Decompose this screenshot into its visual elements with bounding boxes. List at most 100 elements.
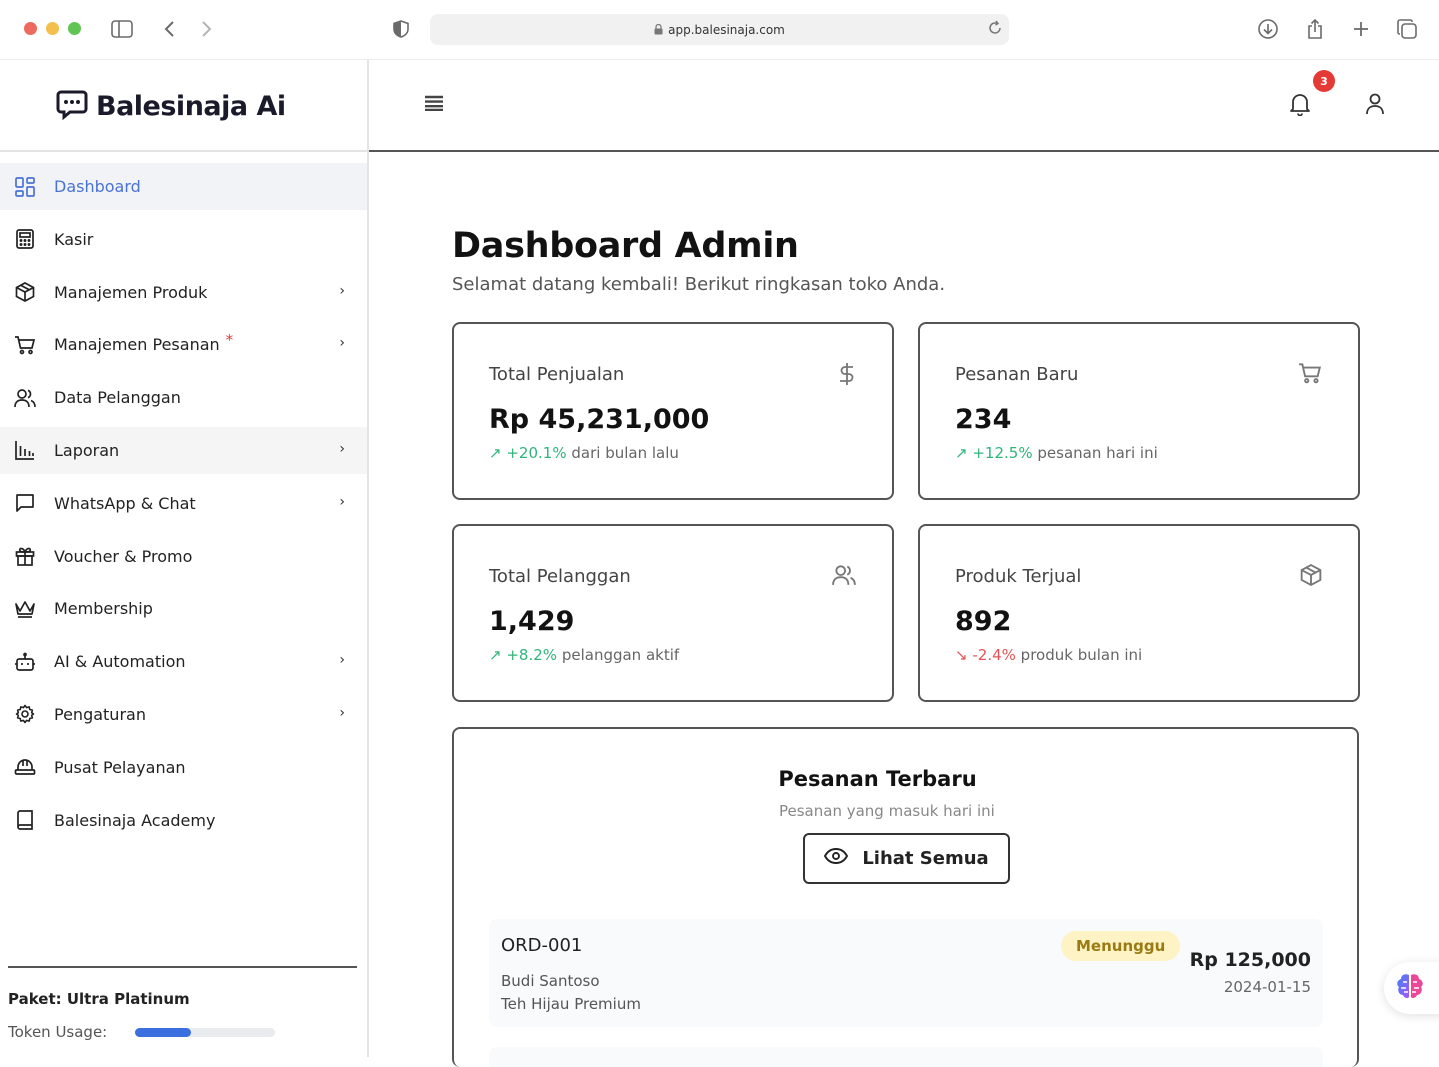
crown-icon xyxy=(14,598,36,620)
stat-change-percent: +12.5% xyxy=(972,444,1033,462)
page-subtitle: Selamat datang kembali! Berikut ringkasa… xyxy=(452,274,946,295)
sidebar-item-membership[interactable]: Membership xyxy=(0,585,367,632)
gear-icon xyxy=(14,703,36,725)
sidebar-item-pengaturan[interactable]: Pengaturan › xyxy=(0,691,367,738)
sidebar-item-label: Membership xyxy=(54,599,153,619)
user-profile-icon[interactable] xyxy=(1365,93,1385,119)
shield-icon[interactable] xyxy=(388,16,414,42)
stat-change-text: dari bulan lalu xyxy=(571,444,679,462)
stat-change-text: pesanan hari ini xyxy=(1037,444,1158,462)
chevron-right-icon: › xyxy=(339,440,345,457)
stat-card-total-pelanggan: Total Pelanggan 1,429 ↗ +8.2% pelanggan … xyxy=(452,524,894,702)
chat-bubble-logo-icon xyxy=(56,88,88,124)
page-title: Dashboard Admin xyxy=(452,226,799,266)
calculator-icon xyxy=(14,228,36,250)
trend-up-icon: ↗ xyxy=(489,444,502,462)
trend-down-icon: ↘ xyxy=(955,646,968,664)
sidebar-nav: Dashboard Kasir Manajemen Produk › Manaj… xyxy=(0,163,367,849)
window-zoom-button[interactable] xyxy=(68,22,81,35)
sidebar-item-laporan[interactable]: Laporan › xyxy=(0,426,367,474)
menu-toggle-icon[interactable] xyxy=(424,95,444,115)
order-product: Teh Hijau Premium xyxy=(501,995,641,1013)
stat-change: ↘ -2.4% produk bulan ini xyxy=(955,646,1142,664)
order-row[interactable]: ORD-001 Budi Santoso Teh Hijau Premium M… xyxy=(489,919,1323,1027)
notification-badge: 3 xyxy=(1313,70,1335,92)
sidebar-item-label: Pusat Pelayanan xyxy=(54,757,186,777)
sidebar-item-voucher-promo[interactable]: Voucher & Promo xyxy=(0,533,367,580)
sidebar-item-label: Data Pelanggan xyxy=(54,388,181,408)
top-header: 3 xyxy=(369,60,1439,152)
dollar-icon xyxy=(838,362,856,390)
ai-assistant-button[interactable] xyxy=(1384,962,1439,1014)
view-all-button[interactable]: Lihat Semua xyxy=(803,833,1010,884)
stat-change: ↗ +8.2% pelanggan aktif xyxy=(489,646,679,664)
stat-value: 1,429 xyxy=(489,606,575,637)
stat-card-total-penjualan: Total Penjualan Rp 45,231,000 ↗ +20.1% d… xyxy=(452,322,894,500)
cart-icon xyxy=(1298,362,1322,388)
new-tab-icon[interactable] xyxy=(1348,16,1374,42)
stat-value: 234 xyxy=(955,404,1012,435)
cart-icon xyxy=(14,334,36,356)
stat-change-percent: +20.1% xyxy=(506,444,567,462)
share-icon[interactable] xyxy=(1302,16,1328,42)
brand-name: Balesinaja Ai xyxy=(96,90,286,122)
address-bar[interactable]: app.balesinaja.com xyxy=(430,14,1009,45)
download-icon[interactable] xyxy=(1255,16,1281,42)
sidebar-item-dashboard[interactable]: Dashboard xyxy=(0,163,367,210)
window-minimize-button[interactable] xyxy=(46,22,59,35)
sidebar-item-manajemen-pesanan[interactable]: Manajemen Pesanan * › xyxy=(0,321,367,368)
sidebar-toggle-icon[interactable] xyxy=(109,16,135,42)
bar-chart-icon xyxy=(14,439,36,461)
eye-icon xyxy=(824,848,849,869)
tab-overview-icon[interactable] xyxy=(1394,16,1420,42)
package-icon xyxy=(14,281,36,303)
brain-icon xyxy=(1395,972,1425,1004)
token-usage-bar xyxy=(135,1028,275,1037)
stat-value: Rp 45,231,000 xyxy=(489,404,710,435)
sidebar-item-kasir[interactable]: Kasir xyxy=(0,216,367,263)
stat-card-produk-terjual: Produk Terjual 892 ↘ -2.4% produk bulan … xyxy=(918,524,1360,702)
sidebar-item-label: Laporan xyxy=(54,440,120,460)
lock-icon xyxy=(654,24,663,35)
recent-orders-panel: Pesanan Terbaru Pesanan yang masuk hari … xyxy=(452,727,1359,1067)
chevron-right-icon: › xyxy=(339,493,345,510)
stat-card-pesanan-baru: Pesanan Baru 234 ↗ +12.5% pesanan hari i… xyxy=(918,322,1360,500)
helmet-icon xyxy=(14,756,36,778)
forward-arrow-icon[interactable] xyxy=(193,16,219,42)
sidebar-item-ai-automation[interactable]: AI & Automation › xyxy=(0,638,367,685)
book-icon xyxy=(14,809,36,831)
view-all-label: Lihat Semua xyxy=(862,848,989,869)
stat-value: 892 xyxy=(955,606,1012,637)
order-row[interactable] xyxy=(489,1047,1323,1067)
required-marker: * xyxy=(225,330,234,349)
gift-icon xyxy=(14,545,36,567)
reload-icon[interactable] xyxy=(987,20,1003,39)
stat-change-text: produk bulan ini xyxy=(1020,646,1143,664)
sidebar-item-label: Dashboard xyxy=(54,177,141,196)
order-id: ORD-001 xyxy=(501,935,583,956)
sidebar-item-label: Manajemen Produk xyxy=(54,282,208,302)
sidebar: Balesinaja Ai Dashboard Kasir Manajemen … xyxy=(0,60,369,1057)
sidebar-item-manajemen-produk[interactable]: Manajemen Produk › xyxy=(0,269,367,316)
sidebar-item-label: Balesinaja Academy xyxy=(54,810,216,830)
trend-up-icon: ↗ xyxy=(955,444,968,462)
sidebar-item-whatsapp-chat[interactable]: WhatsApp & Chat › xyxy=(0,480,367,527)
sidebar-item-label: Kasir xyxy=(54,229,94,249)
stat-label: Total Penjualan xyxy=(489,364,625,385)
notification-bell-icon[interactable] xyxy=(1289,92,1311,120)
sidebar-item-pusat-pelayanan[interactable]: Pusat Pelayanan xyxy=(0,744,367,791)
plan-label: Paket: Ultra Platinum xyxy=(8,990,190,1008)
stat-label: Total Pelanggan xyxy=(489,566,631,587)
sidebar-item-balesinaja-academy[interactable]: Balesinaja Academy xyxy=(0,797,367,844)
stat-change-percent: +8.2% xyxy=(506,646,558,664)
order-date: 2024-01-15 xyxy=(1223,978,1311,996)
chevron-right-icon: › xyxy=(339,282,345,299)
back-arrow-icon[interactable] xyxy=(157,16,183,42)
browser-toolbar: app.balesinaja.com xyxy=(0,0,1439,60)
sidebar-item-data-pelanggan[interactable]: Data Pelanggan xyxy=(0,374,367,421)
sidebar-item-label: Voucher & Promo xyxy=(54,546,193,566)
token-usage-label: Token Usage: xyxy=(8,1023,108,1041)
chevron-right-icon: › xyxy=(339,335,345,352)
brand-logo[interactable]: Balesinaja Ai xyxy=(56,88,286,124)
window-close-button[interactable] xyxy=(24,22,37,35)
